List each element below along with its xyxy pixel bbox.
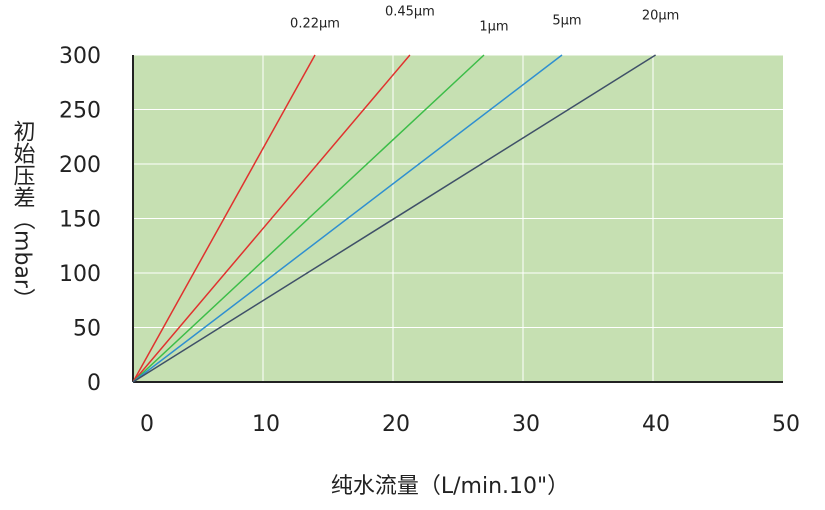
series-line	[132, 54, 656, 383]
x-tick-label: 50	[772, 412, 800, 437]
series-label: 20μm	[642, 9, 679, 24]
y-tick-label: 0	[87, 371, 101, 396]
x-tick-label: 0	[140, 412, 154, 437]
x-axis-label: 纯水流量（L/min.10"）	[331, 474, 569, 499]
y-tick-label: 250	[59, 99, 101, 124]
series-label: 0.22μm	[290, 17, 340, 32]
series-label: 5μm	[552, 14, 581, 29]
y-tick-label: 150	[59, 208, 101, 233]
x-tick-label: 10	[252, 412, 280, 437]
series-line	[132, 54, 563, 383]
x-tick-label: 20	[382, 412, 410, 437]
y-tick-label: 100	[59, 262, 101, 287]
series-label: 0.45μm	[385, 5, 435, 20]
series-line	[132, 54, 316, 383]
y-tick-label: 300	[59, 44, 101, 69]
y-tick-label: 200	[59, 153, 101, 178]
series-line	[132, 54, 411, 383]
x-tick-label: 40	[642, 412, 670, 437]
x-tick-label: 30	[512, 412, 540, 437]
series-line	[132, 54, 485, 383]
series-label: 1μm	[479, 20, 508, 35]
y-axis-label: 初始压差（mbar）	[10, 120, 36, 310]
y-tick-label: 50	[73, 317, 101, 342]
